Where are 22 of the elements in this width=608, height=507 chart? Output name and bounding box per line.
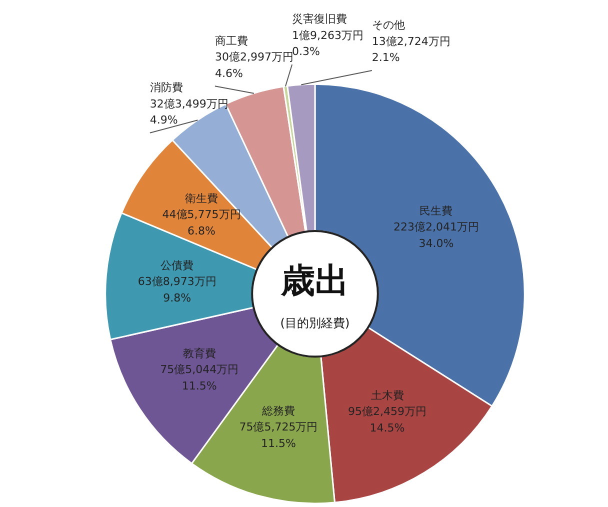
slice-label: 総務費 [260, 404, 295, 418]
slice-label: 教育費 [182, 346, 216, 360]
data-label: 63億8,973万円 9.8% [138, 275, 216, 304]
slice-label: 商工費 [214, 34, 248, 48]
data-label: 223億2,041万円 34.0% [393, 220, 479, 250]
data-label: 30億2,997万円 4.6% [214, 50, 294, 80]
text: 歳出 [280, 261, 349, 302]
slice-label: 民生費 [420, 204, 453, 218]
data-label: 13億2,724万円 2.1% [372, 34, 450, 64]
data-label: 75億5,725万円 11.5% [239, 420, 318, 450]
data-label: 75億5,044万円 11.5% [160, 363, 239, 392]
slice-label: 災害復旧費 [292, 12, 348, 26]
data-label: 44億5,775万円 6.8% [162, 208, 241, 238]
slice-label: その他 [372, 18, 405, 32]
text: (目的別経費) [280, 316, 350, 330]
slice-label: 土木費 [370, 388, 404, 402]
slice-label: 消防費 [150, 81, 183, 94]
data-label: 1億9,263万円 0.3% [292, 28, 364, 58]
slice-label: 衛生費 [185, 192, 218, 205]
slice-label: 公債費 [160, 258, 194, 272]
data-label: 95億2,459万円 14.5% [348, 405, 427, 434]
data-label: 32億3,499万円 4.9% [150, 97, 228, 127]
